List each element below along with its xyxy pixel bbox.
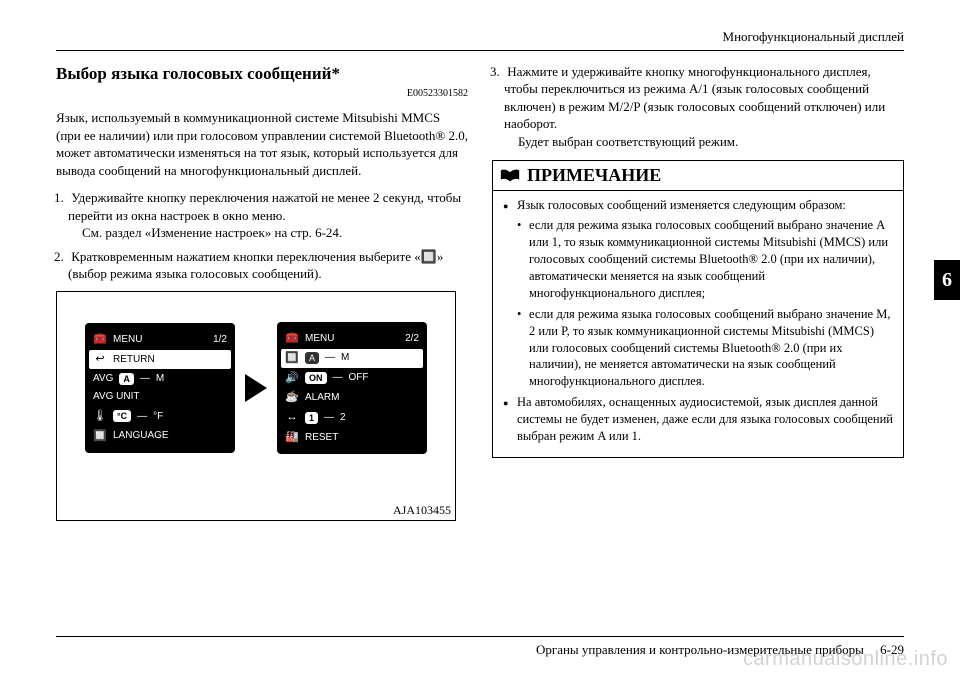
- menu-header: 🧰 MENU 2/2: [281, 329, 423, 348]
- avg-row: AVG A — M: [89, 370, 231, 388]
- swap-icon: ↔: [285, 410, 299, 425]
- toolbox-icon: 🧰: [285, 331, 299, 346]
- step-1-text-b: См. раздел «Изменение настроек» на стр. …: [68, 224, 468, 242]
- pill-a: A: [119, 373, 134, 385]
- reset-row: 🏭 RESET: [281, 428, 423, 447]
- return-icon: ↩: [93, 352, 107, 367]
- step-2-text: Кратковременным нажатием кнопки переключ…: [68, 249, 443, 282]
- watermark-text: carmanualsonline.info: [743, 646, 948, 673]
- pill-c: °C: [113, 410, 131, 422]
- chapter-tab: 6: [934, 260, 960, 300]
- note-header: ПРИМЕЧАНИЕ: [493, 161, 903, 190]
- figure-screens: 🧰 MENU 1/2 ↩ RETURN AVG A — M: [57, 292, 455, 454]
- value-off: OFF: [349, 371, 369, 385]
- avg-unit-label: AVG UNIT: [93, 390, 139, 404]
- cup-icon: ☕: [285, 390, 299, 405]
- right-column: 3. Нажмите и удерживайте кнопку многофун…: [492, 63, 904, 521]
- intro-text: Язык, используемый в коммуникационной си…: [56, 109, 468, 179]
- value-m: M: [341, 351, 349, 365]
- sound-row: 🔊 ON — OFF: [281, 369, 423, 388]
- avg-unit-row: AVG UNIT: [89, 388, 231, 406]
- steps-list-right: 3. Нажмите и удерживайте кнопку многофун…: [492, 63, 904, 151]
- toolbox-icon: 🧰: [93, 332, 107, 347]
- step-3-text-b: Будет выбран соответствующий режим.: [504, 133, 904, 151]
- section-title: Выбор языка голосовых сообщений*: [56, 63, 468, 86]
- value-f: °F: [153, 410, 163, 424]
- note-sub-1: если для режима языка голосовых сообщени…: [517, 217, 893, 301]
- section-header: Многофункциональный дисплей: [56, 28, 904, 46]
- figure-code: AJA103455: [393, 502, 451, 518]
- menu-page: 2/2: [405, 332, 419, 346]
- value-2: 2: [340, 411, 346, 425]
- language-label: LANGUAGE: [113, 429, 169, 443]
- note-bullet-1: Язык голосовых сообщений изменяется след…: [503, 197, 893, 214]
- dash: —: [325, 351, 335, 365]
- language-row: 🔲 LANGUAGE: [89, 427, 231, 446]
- dash: —: [333, 371, 343, 385]
- alarm-label: ALARM: [305, 391, 339, 405]
- note-sub-list: если для режима языка голосовых сообщени…: [503, 217, 893, 390]
- avg-label: AVG: [93, 372, 113, 386]
- dash: —: [137, 410, 147, 424]
- note-box: ПРИМЕЧАНИЕ Язык голосовых сообщений изме…: [492, 160, 904, 458]
- speaker-icon: 🔊: [285, 371, 299, 386]
- display-screen-2: 🧰 MENU 2/2 🔲 A — M 🔊 ON: [277, 322, 427, 454]
- note-body: Язык голосовых сообщений изменяется след…: [493, 191, 903, 457]
- language-icon: 🔲: [93, 429, 107, 444]
- voice-row: 🔲 A — M: [281, 349, 423, 368]
- content-columns: Выбор языка голосовых сообщений* E005233…: [56, 63, 904, 521]
- voice-icon: 🔲: [285, 351, 299, 366]
- step-1-text-a: Удерживайте кнопку переключения нажатой …: [68, 190, 461, 223]
- book-icon: [499, 168, 521, 182]
- temp-row: 🌡 °C — °F: [89, 407, 231, 426]
- dash: —: [324, 411, 334, 425]
- steps-list: 1. Удерживайте кнопку переключения нажат…: [56, 189, 468, 283]
- menu-title: MENU: [113, 333, 142, 347]
- figure-box: 🧰 MENU 1/2 ↩ RETURN AVG A — M: [56, 291, 456, 521]
- thermometer-icon: 🌡: [93, 409, 107, 424]
- pill-a: A: [305, 352, 319, 364]
- step-3: 3. Нажмите и удерживайте кнопку многофун…: [504, 63, 904, 151]
- pill-1: 1: [305, 412, 318, 424]
- alarm-row: ☕ ALARM: [281, 388, 423, 407]
- value-m: M: [156, 372, 164, 386]
- note-sub-2: если для режима языка голосовых сообщени…: [517, 306, 893, 390]
- step-3-text-a: Нажмите и удерживайте кнопку многофункци…: [504, 64, 885, 132]
- menu-title: MENU: [305, 332, 334, 346]
- return-row: ↩ RETURN: [89, 350, 231, 369]
- dash: —: [140, 372, 150, 386]
- note-bullet-2: На автомобилях, оснащенных аудиосистемой…: [503, 394, 893, 445]
- step-number: 2.: [54, 248, 68, 266]
- arrow-right-icon: [245, 374, 267, 402]
- step-number: 3.: [490, 63, 504, 81]
- reset-label: RESET: [305, 431, 338, 445]
- note-title-text: ПРИМЕЧАНИЕ: [527, 163, 661, 187]
- menu-page: 1/2: [213, 333, 227, 347]
- manual-page: Многофункциональный дисплей Выбор языка …: [0, 0, 960, 521]
- left-column: Выбор языка голосовых сообщений* E005233…: [56, 63, 468, 521]
- menu-header: 🧰 MENU 1/2: [89, 330, 231, 349]
- swap-row: ↔ 1 — 2: [281, 408, 423, 427]
- step-1: 1. Удерживайте кнопку переключения нажат…: [68, 189, 468, 242]
- doc-code: E00523301582: [56, 87, 468, 101]
- step-number: 1.: [54, 189, 68, 207]
- step-2: 2. Кратковременным нажатием кнопки перек…: [68, 248, 468, 283]
- header-rule: [56, 50, 904, 51]
- factory-icon: 🏭: [285, 430, 299, 445]
- return-label: RETURN: [113, 353, 155, 367]
- pill-on: ON: [305, 372, 327, 384]
- display-screen-1: 🧰 MENU 1/2 ↩ RETURN AVG A — M: [85, 323, 235, 452]
